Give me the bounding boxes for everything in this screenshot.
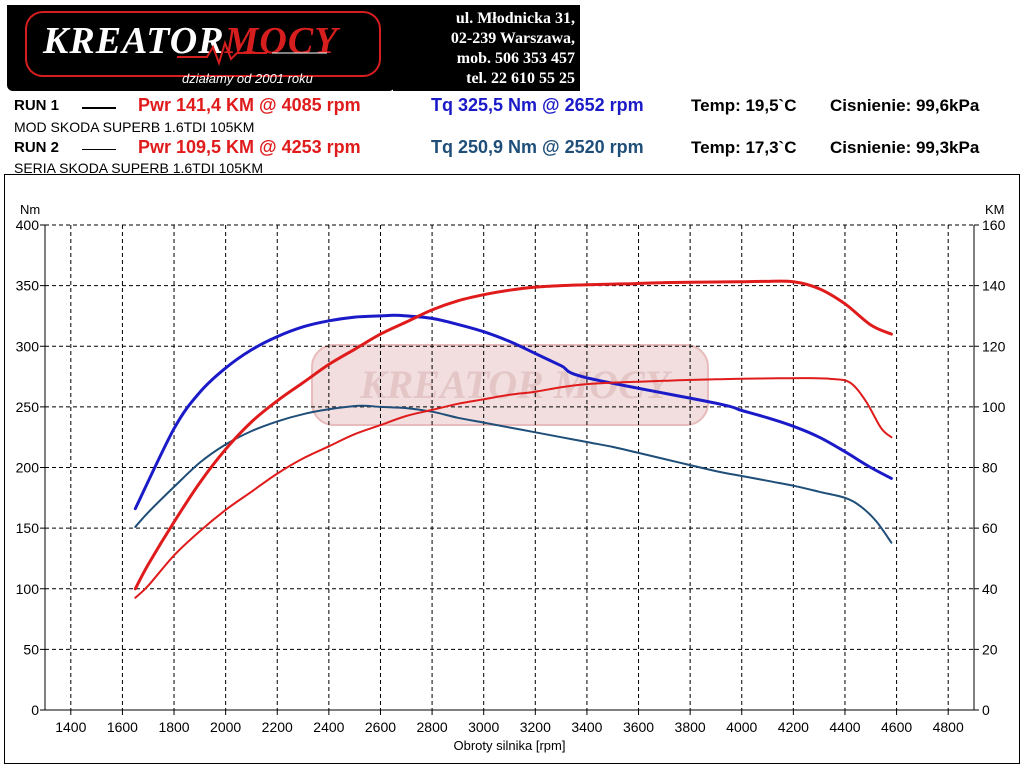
left-tick-label: 100 — [16, 581, 40, 597]
run-2-temperature: Temp: 17,3`C — [691, 138, 797, 157]
x-tick-label: 2200 — [262, 719, 293, 735]
right-tick-label: 0 — [982, 702, 990, 718]
x-tick-label: 2600 — [365, 719, 396, 735]
run-2-torque: Tq 250,9 Nm @ 2520 rpm — [431, 137, 644, 157]
x-tick-label: 1400 — [55, 719, 86, 735]
run-2-line-sample — [82, 149, 116, 150]
right-tick-label: 60 — [982, 520, 998, 536]
y-left-axis-title: Nm — [20, 202, 40, 217]
left-tick-label: 0 — [31, 702, 39, 718]
right-tick-label: 40 — [982, 581, 998, 597]
left-tick-label: 250 — [16, 399, 40, 415]
x-tick-label: 4600 — [881, 719, 912, 735]
run-1-temperature: Temp: 19,5`C — [691, 96, 797, 115]
x-tick-label: 2000 — [210, 719, 241, 735]
right-tick-label: 120 — [982, 338, 1006, 354]
logo-name-part2: MOCY — [224, 20, 339, 62]
run-2-pressure: Cisnienie: 99,3kPa — [830, 138, 980, 157]
left-tick-label: 400 — [16, 217, 40, 233]
left-tick-label: 200 — [16, 460, 40, 476]
run-1-line-sample — [82, 107, 116, 109]
x-tick-label: 1800 — [158, 719, 189, 735]
logo-name-part1: KREATOR — [43, 20, 225, 62]
left-tick-label: 150 — [16, 520, 40, 536]
x-tick-label: 3200 — [520, 719, 551, 735]
logo-wordmark: KREATORMOCY — [43, 19, 338, 63]
contact-address: ul. Młodnicka 31, 02-239 Warszawa, mob. … — [405, 9, 575, 89]
x-tick-label: 3000 — [468, 719, 499, 735]
address-line-phone: tel. 22 610 55 25 — [466, 70, 575, 87]
x-tick-label: 1600 — [107, 719, 138, 735]
run-1-torque: Tq 325,5 Nm @ 2652 rpm — [431, 95, 644, 115]
x-tick-label: 3800 — [675, 719, 706, 735]
run-1-label: RUN 1 — [14, 97, 60, 114]
x-tick-label: 4800 — [933, 719, 964, 735]
x-tick-label: 4400 — [829, 719, 860, 735]
run-1-description: MOD SKODA SUPERB 1.6TDI 105KM — [14, 119, 255, 135]
right-tick-label: 160 — [982, 217, 1006, 233]
run-1-pressure: Cisnienie: 99,6kPa — [830, 96, 980, 115]
run-1-power: Pwr 141,4 KM @ 4085 rpm — [138, 95, 361, 115]
y-right-axis-title: KM — [985, 202, 1005, 217]
x-tick-label: 3400 — [571, 719, 602, 735]
series-line-1 — [133, 313, 893, 511]
x-tick-label: 4000 — [726, 719, 757, 735]
watermark-logo — [311, 344, 709, 426]
right-tick-label: 80 — [982, 460, 998, 476]
address-line-mobile: mob. 506 353 457 — [456, 50, 575, 67]
x-tick-label: 3600 — [623, 719, 654, 735]
logo-waveform-icon — [177, 39, 327, 67]
right-tick-label: 140 — [982, 278, 1006, 294]
logo-frame: KREATORMOCY — [25, 11, 381, 77]
x-axis-title: Obroty silnika [rpm] — [454, 738, 566, 753]
left-tick-label: 300 — [16, 338, 40, 354]
x-tick-label: 2800 — [417, 719, 448, 735]
logo-tagline: działamy od 2001 roku — [182, 71, 313, 86]
run-2-power: Pwr 109,5 KM @ 4253 rpm — [138, 137, 361, 157]
series-line-3 — [133, 279, 893, 591]
series-line-4 — [134, 377, 893, 599]
left-tick-label: 50 — [23, 641, 39, 657]
series-line-2 — [134, 404, 893, 544]
run-2-description: SERIA SKODA SUPERB 1.6TDI 105KM — [14, 160, 263, 176]
x-tick-label: 2400 — [313, 719, 344, 735]
run-2-label: RUN 2 — [14, 139, 60, 156]
x-tick-label: 4200 — [778, 719, 809, 735]
address-line-city: 02-239 Warszawa, — [450, 30, 575, 47]
right-tick-label: 20 — [982, 641, 998, 657]
company-logo: KREATORMOCY działamy od 2001 roku — [7, 5, 395, 91]
contact-panel: ul. Młodnicka 31, 02-239 Warszawa, mob. … — [393, 5, 580, 91]
address-line-street: ul. Młodnicka 31, — [455, 10, 575, 27]
right-tick-label: 100 — [982, 399, 1006, 415]
left-tick-label: 350 — [16, 278, 40, 294]
